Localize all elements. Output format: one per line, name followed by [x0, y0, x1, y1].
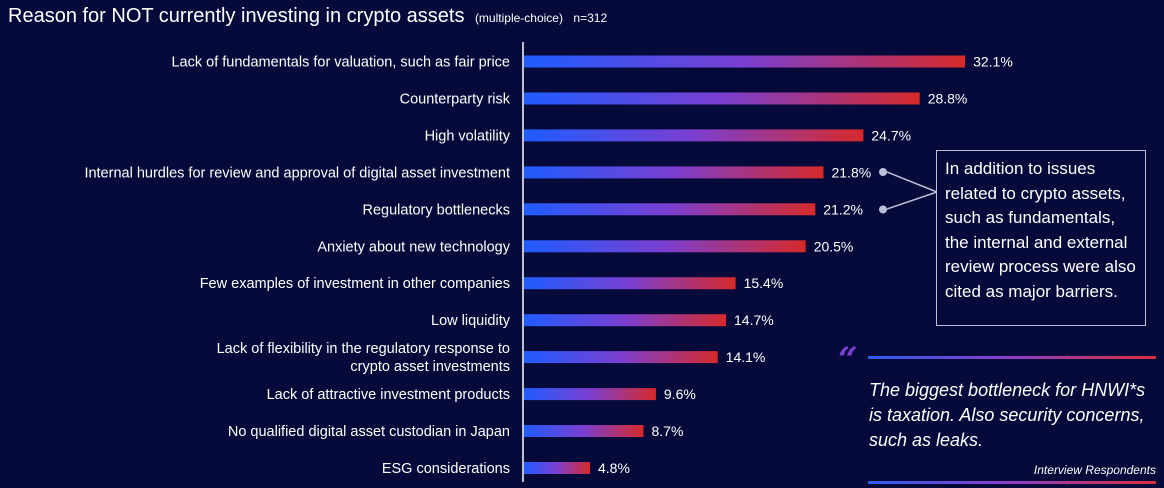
- chart-title-subtitle: (multiple-choice): [474, 11, 563, 25]
- category-label: Lack of fundamentals for valuation, such…: [171, 55, 510, 71]
- bar: [524, 55, 966, 68]
- category-label: Regulatory bottlenecks: [363, 202, 511, 218]
- category-label: Anxiety about new technology: [317, 239, 510, 255]
- data-label: 21.8%: [832, 164, 872, 180]
- data-label: 4.8%: [598, 460, 630, 476]
- category-label: ESG considerations: [382, 461, 510, 477]
- quote-divider-bottom: [868, 481, 1156, 484]
- category-label: Lack of attractive investment products: [267, 387, 510, 403]
- callout-dot-2: [879, 205, 887, 214]
- data-label: 32.1%: [973, 54, 1013, 70]
- data-label: 9.6%: [664, 386, 696, 402]
- category-label: High volatility: [425, 128, 511, 144]
- bar: [524, 166, 824, 179]
- category-label: crypto asset investments: [350, 359, 510, 375]
- bar: [524, 277, 736, 290]
- bar: [524, 314, 726, 327]
- quote-attribution: Interview Respondents: [1033, 463, 1156, 477]
- bar: [524, 129, 864, 142]
- category-label: Low liquidity: [431, 313, 511, 329]
- chart-title-main: Reason for NOT currently investing in cr…: [8, 5, 465, 27]
- quote-mark-icon: “: [838, 340, 858, 380]
- category-label: Counterparty risk: [400, 92, 511, 108]
- data-label: 15.4%: [744, 275, 784, 291]
- bar: [524, 351, 718, 364]
- callout-connector-1: [886, 171, 938, 193]
- data-label: 8.7%: [652, 423, 684, 439]
- callout-box: In addition to issues related to crypto …: [936, 150, 1146, 326]
- category-label: Lack of flexibility in the regulatory re…: [217, 341, 510, 357]
- bar: [524, 425, 644, 437]
- callout-connector-2: [886, 191, 938, 210]
- bar: [524, 240, 806, 253]
- category-label: Internal hurdles for review and approval…: [84, 165, 510, 181]
- data-label: 21.2%: [823, 201, 863, 217]
- quote-text: The biggest bottleneck for HNWI*s is tax…: [869, 380, 1146, 450]
- data-label: 28.8%: [928, 91, 968, 107]
- bar: [524, 388, 656, 401]
- bar: [524, 92, 920, 105]
- callout-dot-1: [879, 168, 887, 176]
- category-label: Few examples of investment in other comp…: [200, 276, 510, 292]
- data-label: 14.7%: [734, 312, 774, 328]
- data-label: 20.5%: [814, 238, 854, 254]
- bar: [524, 203, 816, 216]
- category-label: No qualified digital asset custodian in …: [228, 424, 510, 440]
- chart-title: Reason for NOT currently investing in cr…: [8, 5, 607, 28]
- sample-size: n=312: [573, 11, 608, 25]
- bar: [524, 462, 590, 474]
- data-label: 24.7%: [871, 127, 911, 143]
- data-label: 14.1%: [726, 349, 766, 365]
- quote-divider-top: [868, 356, 1156, 359]
